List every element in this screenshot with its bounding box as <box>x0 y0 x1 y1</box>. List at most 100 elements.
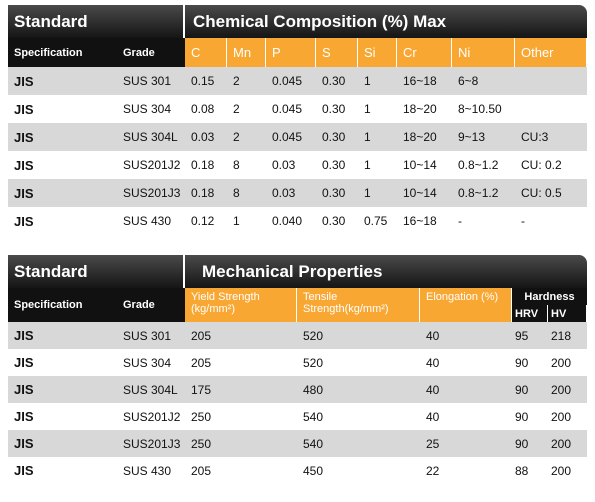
table-cell: 16~18 <box>397 67 452 95</box>
column-header: C <box>185 38 226 67</box>
table-cell: 205 <box>185 322 297 349</box>
table-cell: SUS 301 <box>117 322 185 349</box>
table-cell: 95 <box>512 322 548 349</box>
table-cell: 88 <box>512 457 548 484</box>
table-cell: 1 <box>358 95 397 123</box>
table-cell: SUS 304 <box>117 349 185 376</box>
table-cell: JIS <box>8 179 117 207</box>
table-cell: JIS <box>8 349 117 376</box>
table-cell: 0.8~1.2 <box>452 179 515 207</box>
table-cell: 10~14 <box>397 151 452 179</box>
column-header: Yield Strength (kg/mm²) <box>185 288 296 322</box>
table-cell: 1 <box>358 179 397 207</box>
table-cell: 9~13 <box>452 123 515 151</box>
table-cell: 0.18 <box>185 151 227 179</box>
table-cell: JIS <box>8 430 117 457</box>
table-cell: 200 <box>548 349 587 376</box>
table-cell: 480 <box>297 376 420 403</box>
table-cell: 2 <box>227 95 266 123</box>
header-left: Standard <box>8 5 183 38</box>
table-cell: 6~8 <box>452 67 515 95</box>
header-title: Mechanical Properties <box>185 255 587 288</box>
table-cell: - <box>452 207 515 235</box>
table-cell: JIS <box>8 95 117 123</box>
table-cell: 18~20 <box>397 123 452 151</box>
column-header: Si <box>358 38 396 67</box>
column-header: Specification <box>8 288 117 322</box>
table-cell: CU: 0.2 <box>515 151 587 179</box>
table-cell: 18~20 <box>397 95 452 123</box>
header-title: Chemical Composition (%) Max <box>185 5 587 38</box>
table-cell: 1 <box>358 67 397 95</box>
table-cell: 0.15 <box>185 67 227 95</box>
table-cell: 90 <box>512 376 548 403</box>
table-cell <box>515 67 587 95</box>
table-cell: JIS <box>8 207 117 235</box>
table-cell: 200 <box>548 430 587 457</box>
table-cell: JIS <box>8 67 117 95</box>
table-cell: 0.75 <box>358 207 397 235</box>
table-cell: 8~10.50 <box>452 95 515 123</box>
table-cell: JIS <box>8 457 117 484</box>
table-cell: 0.045 <box>266 123 316 151</box>
table-cell: 540 <box>297 403 420 430</box>
column-header: Tensile Strength(kg/mm²) <box>297 288 419 322</box>
table-cell: 200 <box>548 376 587 403</box>
table-cell: SUS201J3 <box>117 430 185 457</box>
table-cell: 0.30 <box>316 67 358 95</box>
table-cell: 250 <box>185 403 297 430</box>
table-cell: 520 <box>297 349 420 376</box>
table-cell: SUS 304L <box>117 376 185 403</box>
column-header: Grade <box>117 38 185 67</box>
column-header: HRV <box>512 305 547 322</box>
column-header: Other <box>515 38 586 67</box>
table-cell: 40 <box>420 322 512 349</box>
table-cell: 0.30 <box>316 151 358 179</box>
table-cell: SUS201J3 <box>117 179 185 207</box>
table-cell: CU: 0.5 <box>515 179 587 207</box>
table-cell: 200 <box>548 457 587 484</box>
table-cell: 90 <box>512 403 548 430</box>
table-cell: SUS 304L <box>117 123 185 151</box>
table-cell: 0.30 <box>316 95 358 123</box>
column-header: Grade <box>117 288 185 322</box>
table-cell: 40 <box>420 376 512 403</box>
table-cell: 8 <box>227 179 266 207</box>
table-cell: 250 <box>185 430 297 457</box>
table-cell: 90 <box>512 430 548 457</box>
table-cell: 1 <box>227 207 266 235</box>
table-cell: 450 <box>297 457 420 484</box>
table-cell: 1 <box>358 151 397 179</box>
table-cell: 40 <box>420 349 512 376</box>
table-cell: 0.30 <box>316 207 358 235</box>
column-header: Elongation (%) <box>420 288 511 322</box>
table-cell: SUS201J2 <box>117 403 185 430</box>
table-cell: JIS <box>8 376 117 403</box>
column-header: S <box>316 38 357 67</box>
table-cell: SUS201J2 <box>117 151 185 179</box>
table-cell: 8 <box>227 151 266 179</box>
column-header: HV <box>548 305 586 322</box>
table-cell: 0.30 <box>316 123 358 151</box>
header-left: Standard <box>8 255 183 288</box>
table-cell: 0.040 <box>266 207 316 235</box>
table-cell: 2 <box>227 67 266 95</box>
table-cell: 205 <box>185 349 297 376</box>
column-header: Mn <box>227 38 265 67</box>
table-cell: 16~18 <box>397 207 452 235</box>
table-cell: 0.03 <box>185 123 227 151</box>
table-cell: 2 <box>227 123 266 151</box>
table-cell: 25 <box>420 430 512 457</box>
table-cell: 0.8~1.2 <box>452 151 515 179</box>
table-cell: CU:3 <box>515 123 587 151</box>
table-cell: JIS <box>8 123 117 151</box>
column-header: Cr <box>397 38 451 67</box>
table-cell: 1 <box>358 123 397 151</box>
table-cell: JIS <box>8 322 117 349</box>
table-cell: 0.08 <box>185 95 227 123</box>
table-cell: 205 <box>185 457 297 484</box>
table-cell: SUS 304 <box>117 95 185 123</box>
table-cell: - <box>515 207 587 235</box>
column-header: Specification <box>8 38 117 67</box>
